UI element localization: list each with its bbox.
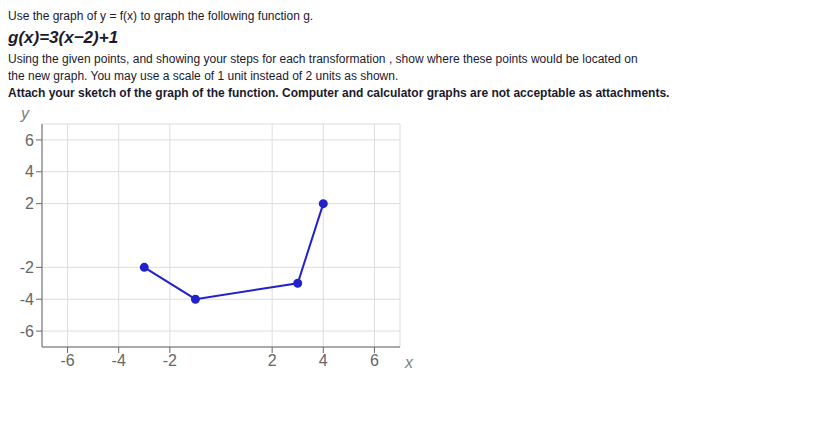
html-text:the new graph. You may use a s: the new graph. You may use a scale of 1 …	[8, 69, 399, 83]
svg-text:2: 2	[268, 352, 277, 369]
svg-text:-4: -4	[20, 291, 34, 308]
svg-text:-6: -6	[20, 323, 34, 340]
svg-text:x: x	[404, 354, 414, 371]
svg-text:-6: -6	[60, 352, 74, 369]
svg-text:4: 4	[25, 163, 34, 180]
html-text:Use the graph of y = f(x) to g: Use the graph of y = f(x) to graph the f…	[8, 9, 314, 23]
svg-text:y: y	[20, 105, 30, 122]
html-text:g(x)=3(x−2)+1: g(x)=3(x−2)+1	[8, 28, 119, 47]
svg-text:4: 4	[319, 352, 328, 369]
svg-text:6: 6	[370, 352, 379, 369]
html-text:Attach your sketch of the grap: Attach your sketch of the graph of the f…	[8, 86, 670, 100]
svg-text:2: 2	[25, 195, 34, 212]
svg-text:-2: -2	[20, 259, 34, 276]
svg-text:6: 6	[25, 132, 34, 149]
svg-text:-2: -2	[163, 352, 177, 369]
svg-text:-4: -4	[112, 352, 126, 369]
html-text:Using the given points, and sh: Using the given points, and showing your…	[8, 52, 638, 66]
